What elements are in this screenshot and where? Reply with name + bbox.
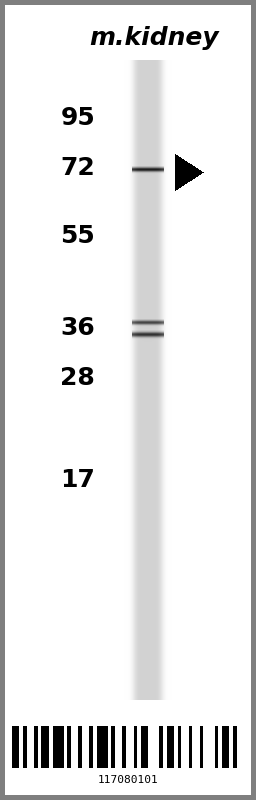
Text: 95: 95 — [60, 106, 95, 130]
Bar — [189, 726, 193, 768]
Bar — [89, 726, 93, 768]
Text: 17: 17 — [60, 468, 95, 492]
Bar — [178, 726, 182, 768]
Text: 36: 36 — [60, 316, 95, 340]
Bar — [122, 726, 126, 768]
Bar — [97, 726, 108, 768]
Bar — [34, 726, 38, 768]
Bar — [159, 726, 163, 768]
Bar — [111, 726, 115, 768]
Text: 28: 28 — [60, 366, 95, 390]
Bar — [141, 726, 148, 768]
Text: 117080101: 117080101 — [98, 775, 158, 785]
Bar — [233, 726, 237, 768]
Bar — [52, 726, 63, 768]
Bar — [215, 726, 218, 768]
Bar — [12, 726, 19, 768]
Bar — [78, 726, 82, 768]
Bar — [67, 726, 71, 768]
Text: 72: 72 — [60, 156, 95, 180]
Bar — [23, 726, 27, 768]
Bar — [167, 726, 174, 768]
Text: m.kidney: m.kidney — [89, 26, 218, 50]
Bar — [200, 726, 204, 768]
Bar — [41, 726, 49, 768]
Bar — [134, 726, 137, 768]
Text: 55: 55 — [60, 224, 95, 248]
Bar — [222, 726, 229, 768]
